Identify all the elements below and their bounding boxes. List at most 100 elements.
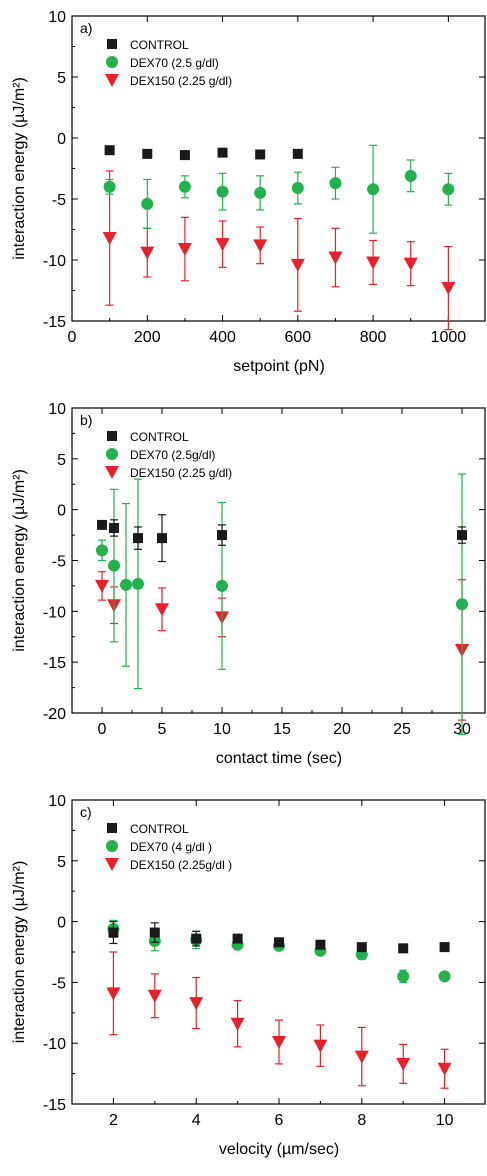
data-point — [438, 970, 451, 983]
x-tick-label: 400 — [209, 329, 236, 346]
legend-entry: DEX70 (4 g/dl ) — [130, 840, 212, 854]
data-point — [178, 180, 191, 193]
data-point — [108, 927, 119, 938]
legend-marker — [107, 39, 117, 49]
data-point — [328, 251, 343, 265]
data-point — [140, 246, 155, 260]
data-point — [95, 579, 109, 593]
y-tick-label: -10 — [43, 253, 66, 270]
data-point — [253, 239, 268, 253]
data-point — [104, 145, 115, 156]
legend-entry: CONTROL — [130, 430, 189, 444]
legend-marker — [106, 56, 118, 68]
panel-tag: b) — [80, 412, 92, 428]
data-point — [141, 197, 154, 210]
data-point — [120, 578, 132, 591]
y-tick-label: -5 — [52, 554, 66, 571]
data-point — [291, 182, 304, 195]
y-tick-label: 0 — [57, 131, 66, 148]
x-tick-label: 20 — [333, 721, 351, 738]
y-tick-label: 0 — [57, 503, 66, 520]
y-tick-label: -10 — [43, 604, 66, 621]
x-tick-label: 800 — [360, 329, 387, 346]
y-tick-label: -15 — [43, 314, 66, 331]
data-point — [272, 1035, 286, 1049]
data-point — [404, 169, 417, 182]
data-point — [147, 989, 162, 1003]
data-point — [97, 519, 107, 530]
series-3 — [102, 170, 456, 331]
data-point — [132, 577, 144, 590]
legend-marker — [106, 448, 118, 460]
data-point — [398, 943, 409, 954]
data-point — [217, 147, 228, 158]
y-tick-label: 10 — [48, 401, 66, 418]
y-axis-label: interaction energy (µJ/m²) — [11, 77, 28, 260]
x-tick-label: 6 — [275, 1112, 284, 1129]
data-point — [217, 530, 227, 541]
data-point — [149, 927, 160, 938]
x-tick-label: 8 — [357, 1112, 366, 1129]
x-axis-label: setpoint (pN) — [233, 358, 325, 375]
data-point — [441, 282, 456, 296]
y-tick-label: -20 — [43, 706, 66, 723]
data-point — [442, 183, 455, 196]
panel-tag: a) — [80, 20, 92, 36]
series-3 — [106, 951, 452, 1089]
legend-entry: CONTROL — [130, 822, 189, 836]
data-point — [290, 258, 305, 272]
data-point — [108, 559, 120, 572]
legend-entry: DEX70 (2.5g/dl) — [130, 448, 215, 462]
x-tick-label: 600 — [284, 329, 311, 346]
data-point — [142, 148, 153, 159]
data-point — [216, 185, 229, 198]
legend-entry: DEX150 (2.25g/dl ) — [130, 858, 232, 872]
x-tick-label: 10 — [436, 1112, 454, 1129]
y-tick-label: -15 — [43, 655, 66, 672]
data-point — [215, 238, 230, 252]
x-tick-label: 0 — [68, 329, 77, 346]
y-axis-label: interaction energy (µJ/m²) — [11, 861, 28, 1044]
legend-marker — [107, 431, 117, 441]
x-axis-label: velocity (µm/sec) — [219, 1141, 339, 1158]
series-1 — [97, 514, 467, 563]
data-point — [216, 579, 228, 592]
x-tick-label: 25 — [393, 721, 411, 738]
data-point — [109, 522, 119, 533]
series-2 — [103, 144, 455, 234]
series-1 — [108, 920, 450, 954]
data-point — [313, 1039, 328, 1053]
data-point — [397, 970, 410, 983]
legend-entry: DEX70 (2.5 g/dl) — [130, 56, 219, 70]
data-point — [103, 180, 116, 193]
x-tick-label: 10 — [213, 721, 231, 738]
data-point — [191, 933, 202, 944]
data-point — [179, 150, 190, 161]
y-tick-label: 5 — [57, 70, 66, 87]
x-tick-label: 5 — [158, 721, 167, 738]
legend-marker — [105, 466, 119, 479]
legend-marker — [105, 858, 119, 871]
y-tick-label: -10 — [43, 1036, 66, 1053]
y-axis-label: interaction energy (µJ/m²) — [11, 469, 28, 652]
data-point — [456, 598, 468, 611]
data-point — [274, 937, 284, 948]
legend-marker — [105, 74, 119, 87]
y-tick-label: -15 — [43, 1097, 66, 1114]
x-axis-label: contact time (sec) — [216, 750, 342, 767]
legend-marker — [107, 823, 117, 833]
data-point — [96, 544, 108, 557]
data-point — [254, 186, 267, 199]
data-point — [457, 530, 467, 541]
data-point — [189, 997, 204, 1011]
y-tick-label: 5 — [57, 854, 66, 871]
data-point — [133, 533, 143, 544]
y-tick-label: 0 — [57, 915, 66, 932]
x-tick-label: 15 — [273, 721, 291, 738]
data-point — [155, 603, 169, 617]
data-point — [354, 1050, 369, 1064]
data-point — [232, 933, 243, 944]
x-tick-label: 200 — [134, 329, 161, 346]
